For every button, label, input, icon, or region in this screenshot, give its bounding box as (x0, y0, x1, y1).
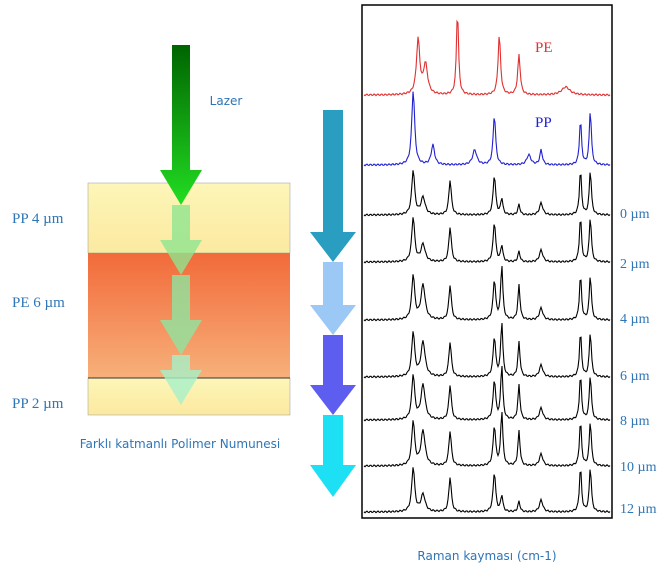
laser-arrow-faded (160, 275, 202, 355)
spectrum (363, 265, 611, 322)
spectrum-label: PP (535, 115, 552, 131)
layer-label: PP 4 µm (12, 211, 64, 227)
spectrum (363, 411, 611, 468)
depth-label: 4 µm (620, 312, 650, 327)
depth-label: 0 µm (620, 207, 650, 222)
spectrum (363, 91, 611, 167)
spectrum (363, 467, 611, 514)
laser-arrow (160, 45, 202, 205)
spectrum-label: PE (535, 40, 553, 56)
depth-arrow (310, 335, 356, 415)
sample-caption: Farklı katmanlı Polimer Numunesi (80, 437, 281, 451)
layer-label: PE 6 µm (12, 295, 65, 311)
x-axis-label: Raman kayması (cm-1) (417, 549, 556, 563)
laser-arrow-faded (160, 355, 202, 405)
depth-label: 2 µm (620, 257, 650, 272)
laser-label: Lazer (210, 94, 243, 108)
spectrum (363, 170, 611, 217)
spectrum (363, 217, 611, 264)
depth-label: 8 µm (620, 414, 650, 429)
depth-arrow (310, 110, 356, 262)
layer-label: PP 2 µm (12, 396, 64, 412)
spectra-frame (361, 4, 613, 519)
depth-label: 10 µm (620, 460, 657, 475)
depth-label: 6 µm (620, 369, 650, 384)
laser-arrow-faded (160, 205, 202, 275)
spectrum (363, 365, 611, 422)
depth-arrow (310, 415, 356, 497)
depth-arrow (310, 262, 356, 335)
depth-label: 12 µm (620, 502, 657, 517)
spectrum (363, 19, 611, 97)
spectrum (363, 322, 611, 379)
